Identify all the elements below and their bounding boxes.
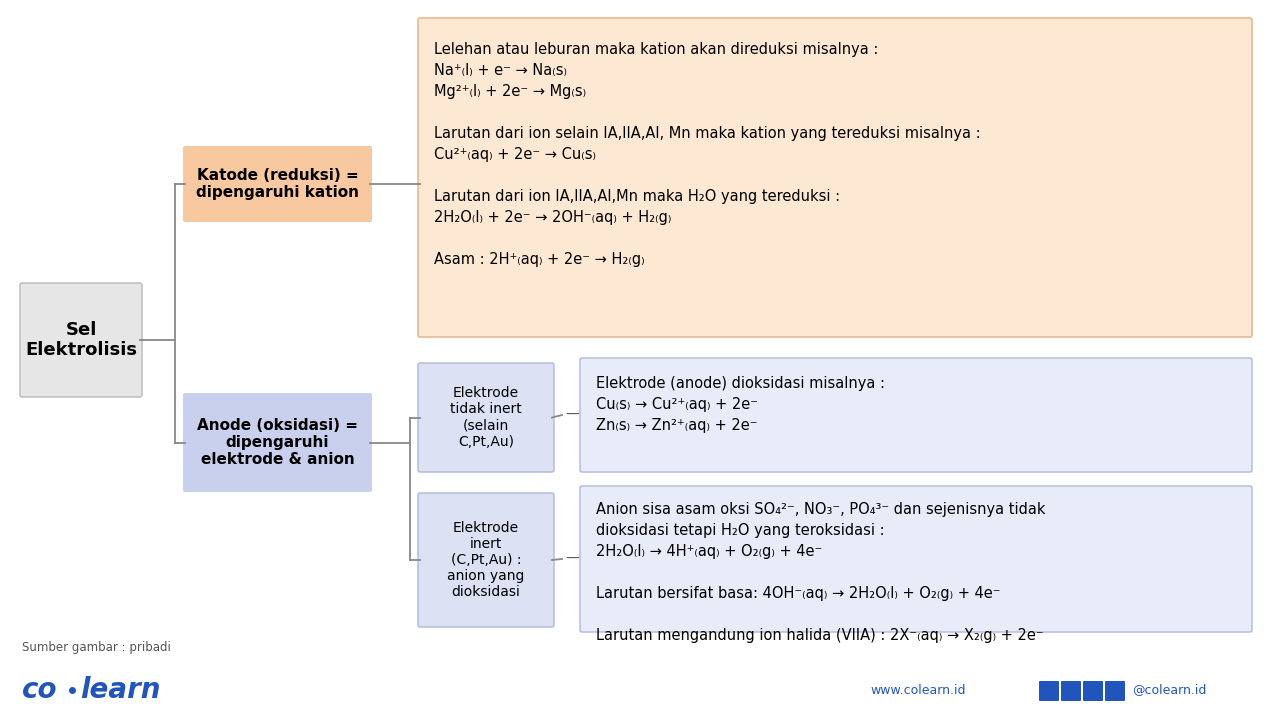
FancyBboxPatch shape [419, 18, 1252, 337]
FancyBboxPatch shape [183, 393, 372, 492]
Text: Elektrode
tidak inert
(selain
C,Pt,Au): Elektrode tidak inert (selain C,Pt,Au) [451, 386, 522, 449]
Text: www.colearn.id: www.colearn.id [870, 683, 965, 696]
Text: Anode (oksidasi) =
dipengaruhi
elektrode & anion: Anode (oksidasi) = dipengaruhi elektrode… [197, 418, 358, 467]
FancyBboxPatch shape [1061, 681, 1082, 701]
Text: Elektrode (anode) dioksidasi misalnya :
Cu₍s₎ → Cu²⁺₍aq₎ + 2e⁻
Zn₍s₎ → Zn²⁺₍aq₎ : Elektrode (anode) dioksidasi misalnya : … [596, 376, 884, 433]
Text: learn: learn [79, 676, 160, 704]
FancyBboxPatch shape [1083, 681, 1103, 701]
FancyBboxPatch shape [419, 493, 554, 627]
Text: @colearn.id: @colearn.id [1132, 683, 1206, 696]
FancyBboxPatch shape [1105, 681, 1125, 701]
Text: —: — [566, 552, 579, 566]
Text: Katode (reduksi) =
dipengaruhi kation: Katode (reduksi) = dipengaruhi kation [196, 168, 358, 200]
FancyBboxPatch shape [183, 146, 372, 222]
FancyBboxPatch shape [1039, 681, 1059, 701]
Text: Anion sisa asam oksi SO₄²⁻, NO₃⁻, PO₄³⁻ dan sejenisnya tidak
dioksidasi tetapi H: Anion sisa asam oksi SO₄²⁻, NO₃⁻, PO₄³⁻ … [596, 502, 1046, 643]
FancyBboxPatch shape [419, 363, 554, 472]
Text: —: — [566, 408, 579, 422]
Text: co: co [22, 676, 58, 704]
Text: Sumber gambar : pribadi: Sumber gambar : pribadi [22, 642, 170, 654]
Text: Sel
Elektrolisis: Sel Elektrolisis [26, 320, 137, 359]
FancyBboxPatch shape [20, 283, 142, 397]
Text: Lelehan atau leburan maka kation akan direduksi misalnya :
Na⁺₍l₎ + e⁻ → Na₍s₎
M: Lelehan atau leburan maka kation akan di… [434, 42, 980, 267]
Text: Elektrode
inert
(C,Pt,Au) :
anion yang
dioksidasi: Elektrode inert (C,Pt,Au) : anion yang d… [447, 521, 525, 599]
FancyBboxPatch shape [580, 358, 1252, 472]
FancyBboxPatch shape [580, 486, 1252, 632]
